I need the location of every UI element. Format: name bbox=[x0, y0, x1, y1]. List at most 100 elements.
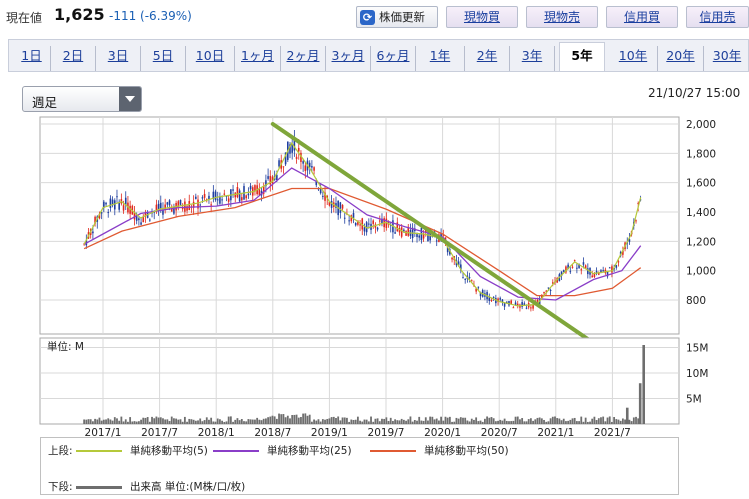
candle-body bbox=[107, 212, 110, 214]
tab-1m[interactable]: 1ヶ月 bbox=[235, 46, 281, 72]
tab-20y[interactable]: 20年 bbox=[658, 46, 704, 72]
candle-body bbox=[297, 147, 300, 152]
candle-body bbox=[429, 233, 431, 241]
ma25-swatch bbox=[213, 450, 259, 452]
volume-bar bbox=[85, 419, 88, 424]
volume-bar bbox=[532, 420, 534, 424]
tab-2m[interactable]: 2ヶ月 bbox=[281, 46, 326, 72]
candle-body bbox=[488, 297, 491, 301]
volume-bar bbox=[151, 416, 153, 424]
time-tick-label: 2019/1 bbox=[311, 427, 348, 439]
volume-bar bbox=[512, 420, 515, 424]
volume-bar bbox=[304, 413, 307, 424]
volume-bar bbox=[120, 416, 123, 424]
candle-body bbox=[94, 216, 96, 224]
volume-bar bbox=[510, 421, 513, 424]
tab-6m[interactable]: 6ヶ月 bbox=[371, 46, 416, 72]
candle-body bbox=[254, 185, 256, 192]
margin-buy-button[interactable]: 信用買 bbox=[606, 6, 678, 28]
volume-bar bbox=[477, 421, 480, 424]
volume-bar bbox=[578, 421, 580, 424]
candle-period-select[interactable]: 週足 bbox=[22, 86, 142, 112]
volume-bar bbox=[501, 420, 504, 424]
volume-bar bbox=[571, 418, 574, 424]
candle-body bbox=[111, 199, 114, 206]
tab-1y[interactable]: 1年 bbox=[416, 46, 465, 72]
volume-bar bbox=[529, 418, 532, 424]
time-tick-label: 2019/7 bbox=[368, 427, 405, 439]
volume-bar bbox=[490, 417, 493, 424]
candle-body bbox=[541, 295, 543, 298]
volume-bar bbox=[240, 419, 243, 424]
volume-bar bbox=[350, 419, 353, 424]
volume-bar bbox=[424, 417, 427, 424]
candle-body bbox=[138, 218, 140, 221]
candle-body bbox=[177, 201, 180, 208]
tab-5y[interactable]: 5年 bbox=[559, 42, 605, 72]
candle-body bbox=[477, 286, 480, 288]
candle-body bbox=[341, 204, 344, 209]
tab-1d[interactable]: 1日 bbox=[13, 46, 51, 72]
legend-volume-label: 出来高 単位:(M株/口/枚) bbox=[130, 481, 246, 493]
candle-body bbox=[140, 222, 142, 225]
tab-3m[interactable]: 3ヶ月 bbox=[326, 46, 371, 72]
spot-sell-button[interactable]: 現物売 bbox=[526, 6, 598, 28]
chevron-down-icon[interactable] bbox=[119, 87, 141, 111]
period-tab-bar: 1日 2日 3日 5日 10日 1ヶ月 2ヶ月 3ヶ月 6ヶ月 1年 2年 3年… bbox=[8, 39, 749, 72]
tab-3d[interactable]: 3日 bbox=[96, 46, 141, 72]
volume-bar bbox=[534, 419, 537, 424]
volume-bar bbox=[124, 419, 127, 424]
candle-body bbox=[214, 191, 217, 200]
candle-body bbox=[551, 282, 554, 284]
volume-bar bbox=[427, 420, 429, 424]
candle-body bbox=[368, 223, 370, 225]
volume-bar bbox=[361, 421, 364, 424]
candle-body bbox=[547, 287, 550, 289]
volume-bar bbox=[335, 418, 337, 424]
candle-body bbox=[475, 288, 477, 292]
tab-5d[interactable]: 5日 bbox=[141, 46, 186, 72]
tab-2d[interactable]: 2日 bbox=[51, 46, 96, 72]
legend-upper-label: 上段: bbox=[48, 445, 73, 457]
spot-buy-button[interactable]: 現物買 bbox=[446, 6, 518, 28]
volume-bar bbox=[484, 418, 486, 424]
tab-10y[interactable]: 10年 bbox=[609, 46, 658, 72]
volume-bar bbox=[416, 420, 418, 424]
candle-body bbox=[617, 261, 620, 263]
candle-body bbox=[591, 275, 594, 278]
volume-bar bbox=[229, 416, 232, 424]
candle-body bbox=[210, 204, 212, 206]
volume-tick-label: 15M bbox=[686, 343, 708, 355]
volume-bar bbox=[444, 416, 447, 424]
ma50-line bbox=[83, 187, 642, 297]
volume-bar bbox=[536, 417, 539, 424]
volume-bar bbox=[339, 420, 342, 424]
tab-3y[interactable]: 3年 bbox=[510, 46, 555, 72]
candle-body bbox=[262, 186, 265, 194]
tab-30y[interactable]: 30年 bbox=[712, 48, 742, 63]
candle-body bbox=[188, 201, 191, 211]
refresh-price-button[interactable]: ⟳ 株価更新 bbox=[356, 6, 438, 28]
candle-body bbox=[335, 203, 337, 208]
candle-body bbox=[212, 191, 215, 199]
volume-bar bbox=[359, 420, 361, 424]
margin-sell-button[interactable]: 信用売 bbox=[686, 6, 749, 28]
tab-10d[interactable]: 10日 bbox=[186, 46, 235, 72]
volume-bar bbox=[595, 420, 598, 424]
candle-body bbox=[361, 218, 364, 230]
volume-bar bbox=[109, 419, 112, 424]
volume-bar bbox=[94, 418, 96, 424]
candle-body bbox=[497, 298, 499, 302]
candle-body bbox=[530, 307, 532, 309]
candle-body bbox=[606, 272, 609, 277]
candle-body bbox=[166, 202, 169, 205]
volume-bar bbox=[527, 419, 530, 424]
candle-body bbox=[105, 202, 107, 205]
tab-2y[interactable]: 2年 bbox=[465, 46, 510, 72]
candle-body bbox=[343, 217, 346, 219]
volume-bar bbox=[170, 416, 173, 424]
volume-bar bbox=[488, 417, 491, 424]
candle-body bbox=[372, 220, 375, 224]
volume-bar bbox=[389, 417, 392, 424]
candle-body bbox=[613, 268, 615, 270]
